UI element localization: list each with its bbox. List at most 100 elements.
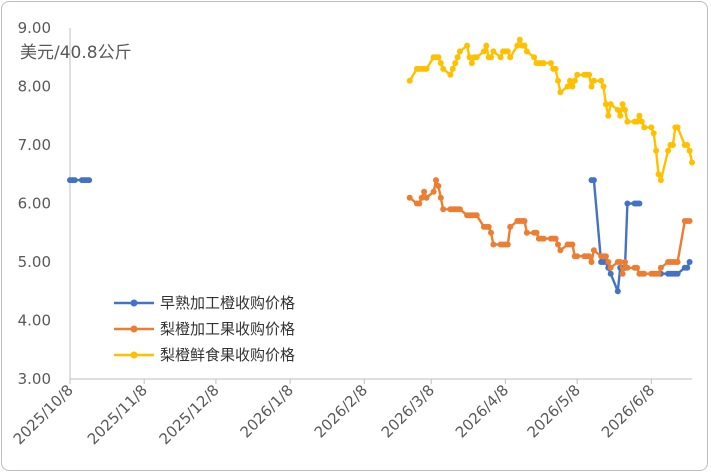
data-point <box>650 130 657 137</box>
data-point <box>452 60 459 67</box>
data-point <box>490 241 497 248</box>
data-point <box>514 42 521 49</box>
data-point <box>590 247 597 254</box>
data-point <box>504 241 511 248</box>
data-point <box>555 241 561 248</box>
legend-swatch-marker <box>130 351 138 359</box>
data-point <box>449 65 456 72</box>
data-point <box>614 288 621 295</box>
y-tick-label: 8.00 <box>18 78 51 96</box>
data-point <box>588 83 595 90</box>
data-point <box>488 54 494 61</box>
data-point <box>435 183 442 189</box>
series-3 <box>406 36 695 184</box>
data-point <box>547 60 554 67</box>
data-point <box>564 83 571 90</box>
x-tick-label: 2026/4/8 <box>452 381 512 441</box>
data-point <box>433 177 439 184</box>
data-point <box>619 270 626 277</box>
data-point <box>590 77 597 84</box>
data-point <box>657 177 664 184</box>
data-point <box>600 83 607 90</box>
x-tick-label: 2026/6/8 <box>598 381 658 441</box>
data-point <box>684 264 691 271</box>
x-tick-label: 2025/12/8 <box>156 381 223 448</box>
data-point <box>504 48 511 55</box>
data-point <box>531 54 538 61</box>
y-tick-label: 9.00 <box>18 19 51 37</box>
data-point <box>571 77 578 84</box>
data-point <box>464 42 471 49</box>
data-point <box>454 54 461 61</box>
data-point <box>684 142 691 148</box>
data-point <box>598 77 605 84</box>
data-point <box>473 54 480 61</box>
data-point <box>430 188 437 195</box>
data-point <box>86 177 93 184</box>
data-point <box>655 270 662 277</box>
legend-label: 梨橙加工果收购价格 <box>160 320 295 338</box>
data-point <box>507 54 514 61</box>
data-point <box>71 177 78 184</box>
series-line <box>591 178 640 293</box>
data-point <box>638 118 645 125</box>
data-point <box>437 60 444 67</box>
data-point <box>624 264 631 271</box>
y-tick-label: 4.00 <box>18 312 51 330</box>
data-point <box>586 71 593 78</box>
data-point <box>490 48 497 55</box>
data-point <box>507 223 514 230</box>
data-point <box>636 200 643 207</box>
data-point <box>669 142 676 148</box>
data-point <box>488 229 494 236</box>
x-tick-labels: 2025/10/8 2025/11/8 2025/12/8 2026/1/8 2026/… <box>10 381 658 448</box>
data-point <box>674 259 681 265</box>
data-point <box>523 48 530 55</box>
legend-label: 早熟加工橙收购价格 <box>160 294 295 312</box>
data-point <box>574 71 581 78</box>
data-point <box>569 241 576 248</box>
x-tick-label: 2026/3/8 <box>378 381 438 441</box>
data-point <box>473 212 480 219</box>
data-point <box>567 77 573 84</box>
data-point <box>483 42 490 49</box>
data-point <box>521 42 528 49</box>
data-point <box>641 124 648 131</box>
y-tick-label: 7.00 <box>18 136 51 154</box>
data-point <box>617 259 624 265</box>
y-tick-label: 6.00 <box>18 195 51 213</box>
x-tick-label: 2026/2/8 <box>311 381 371 441</box>
data-point <box>665 147 672 154</box>
data-point <box>674 124 681 131</box>
axes <box>69 28 692 384</box>
data-point <box>674 270 681 277</box>
data-point <box>590 177 597 184</box>
data-point <box>574 253 581 260</box>
data-point <box>617 112 624 119</box>
data-point <box>602 253 609 260</box>
data-point <box>607 270 614 277</box>
data-point <box>552 235 559 242</box>
series-line <box>408 178 690 275</box>
data-point <box>540 60 547 67</box>
data-point <box>602 101 609 108</box>
series-2 <box>406 177 693 277</box>
data-point <box>619 101 626 108</box>
y-tick-label: 5.00 <box>18 253 51 271</box>
legend-swatch-marker <box>130 325 138 333</box>
data-point <box>557 89 564 96</box>
data-point <box>686 259 693 265</box>
x-tick-label: 2026/1/8 <box>237 381 297 441</box>
data-point <box>686 218 693 224</box>
data-point <box>423 194 430 201</box>
data-point <box>624 200 631 207</box>
data-point <box>605 112 612 119</box>
data-point <box>634 118 640 125</box>
data-point <box>440 206 447 213</box>
data-point <box>607 264 614 271</box>
data-point <box>607 101 614 108</box>
data-point <box>523 229 530 236</box>
data-point <box>586 253 593 260</box>
